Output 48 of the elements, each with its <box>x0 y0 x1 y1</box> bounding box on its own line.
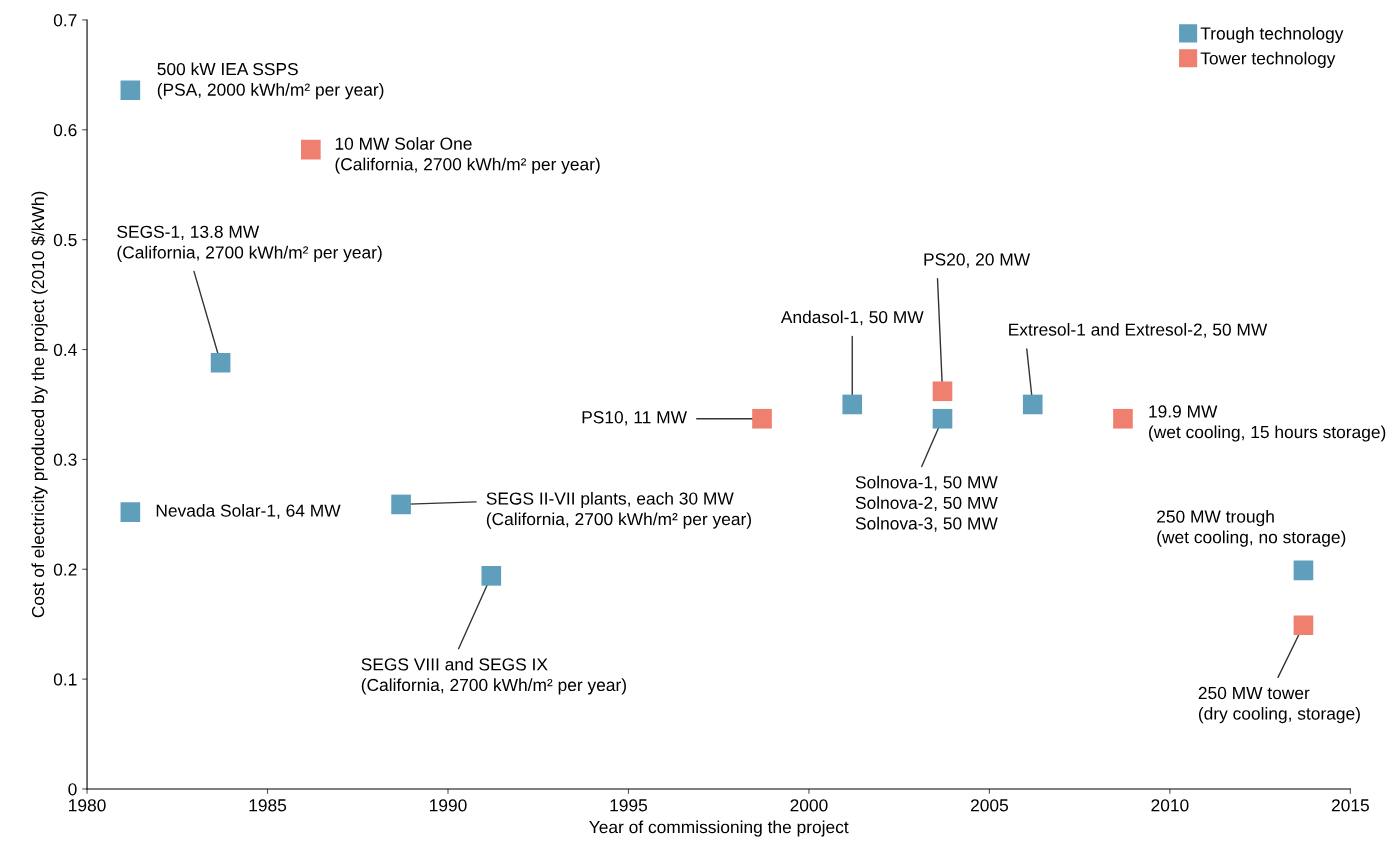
x-tick-label: 1985 <box>249 799 287 812</box>
point <box>932 408 953 429</box>
x-tick-label: 2010 <box>1151 799 1189 812</box>
y-tick-label: 0.7 <box>53 14 77 27</box>
annotation: PS20, 20 MW <box>924 253 1031 268</box>
y-tick-label: 0.4 <box>53 343 77 356</box>
point <box>120 502 141 522</box>
point <box>1293 615 1314 636</box>
y-axis-title: Cost of electricity produced by the project (2010 $/kWh) <box>31 191 48 618</box>
point <box>842 394 863 415</box>
point <box>1113 408 1133 429</box>
annotation: 500 kW IEA SSPS (PSA, 2000 kWh/m² per year) <box>157 62 384 100</box>
point <box>120 80 141 101</box>
point <box>391 494 411 515</box>
annotation: 19.9 MW (wet cooling, 15 hours storage) <box>1149 405 1386 442</box>
annotation: PS10, 11 MW <box>582 411 687 426</box>
legend-label: Trough technology <box>1200 26 1344 44</box>
point <box>481 566 502 586</box>
point <box>1293 560 1314 581</box>
x-tick-label: 1980 <box>69 799 106 812</box>
annotation: Nevada Solar-1, 64 MW <box>156 504 341 519</box>
annotation: SEGS II-VII plants, each 30 MW (California, 2700 kWh/m² per year) <box>486 491 752 529</box>
annotation: Extresol-1 and Extresol-2, 50 MW <box>1009 322 1268 338</box>
annotation: SEGS VIII and SEGS IX (California, 2700 kWh/m² per year) <box>361 657 626 695</box>
y-tick-label: 0.2 <box>53 563 77 576</box>
x-axis-title: Year of commissioning the project <box>589 820 849 837</box>
point <box>1022 394 1043 415</box>
point <box>301 139 321 160</box>
point <box>932 381 953 402</box>
annotation: SEGS-1, 13.8 MW (California, 2700 kWh/m² per year) <box>117 225 382 262</box>
x-tick-label: 2015 <box>1331 799 1369 812</box>
annotation: 10 MW Solar One (California, 2700 kWh/m² per year) <box>335 137 600 174</box>
y-tick-label: 0.3 <box>53 453 77 466</box>
y-tick-label: 0.6 <box>53 123 77 137</box>
x-tick-label: 1990 <box>430 799 467 812</box>
x-tick-label: 2005 <box>970 799 1008 812</box>
x-tick-label: 2000 <box>790 799 828 812</box>
point <box>752 408 772 429</box>
y-tick-label: 0 <box>68 783 77 796</box>
annotation: 250 MW trough (wet cooling, no storage) <box>1157 509 1346 547</box>
y-tick-label: 0.1 <box>53 673 77 686</box>
annotation: 250 MW tower (dry cooling, storage) <box>1198 686 1360 724</box>
annotation: Solnova-1, 50 MW Solnova-2, 50 MW Solnova-3, 50 MW <box>855 475 998 532</box>
x-tick-label: 1995 <box>610 799 648 812</box>
y-tick-label: 0.5 <box>53 233 77 247</box>
point <box>210 352 231 373</box>
legend-label: Tower technology <box>1200 51 1336 68</box>
annotation: Andasol-1, 50 MW <box>780 310 924 326</box>
